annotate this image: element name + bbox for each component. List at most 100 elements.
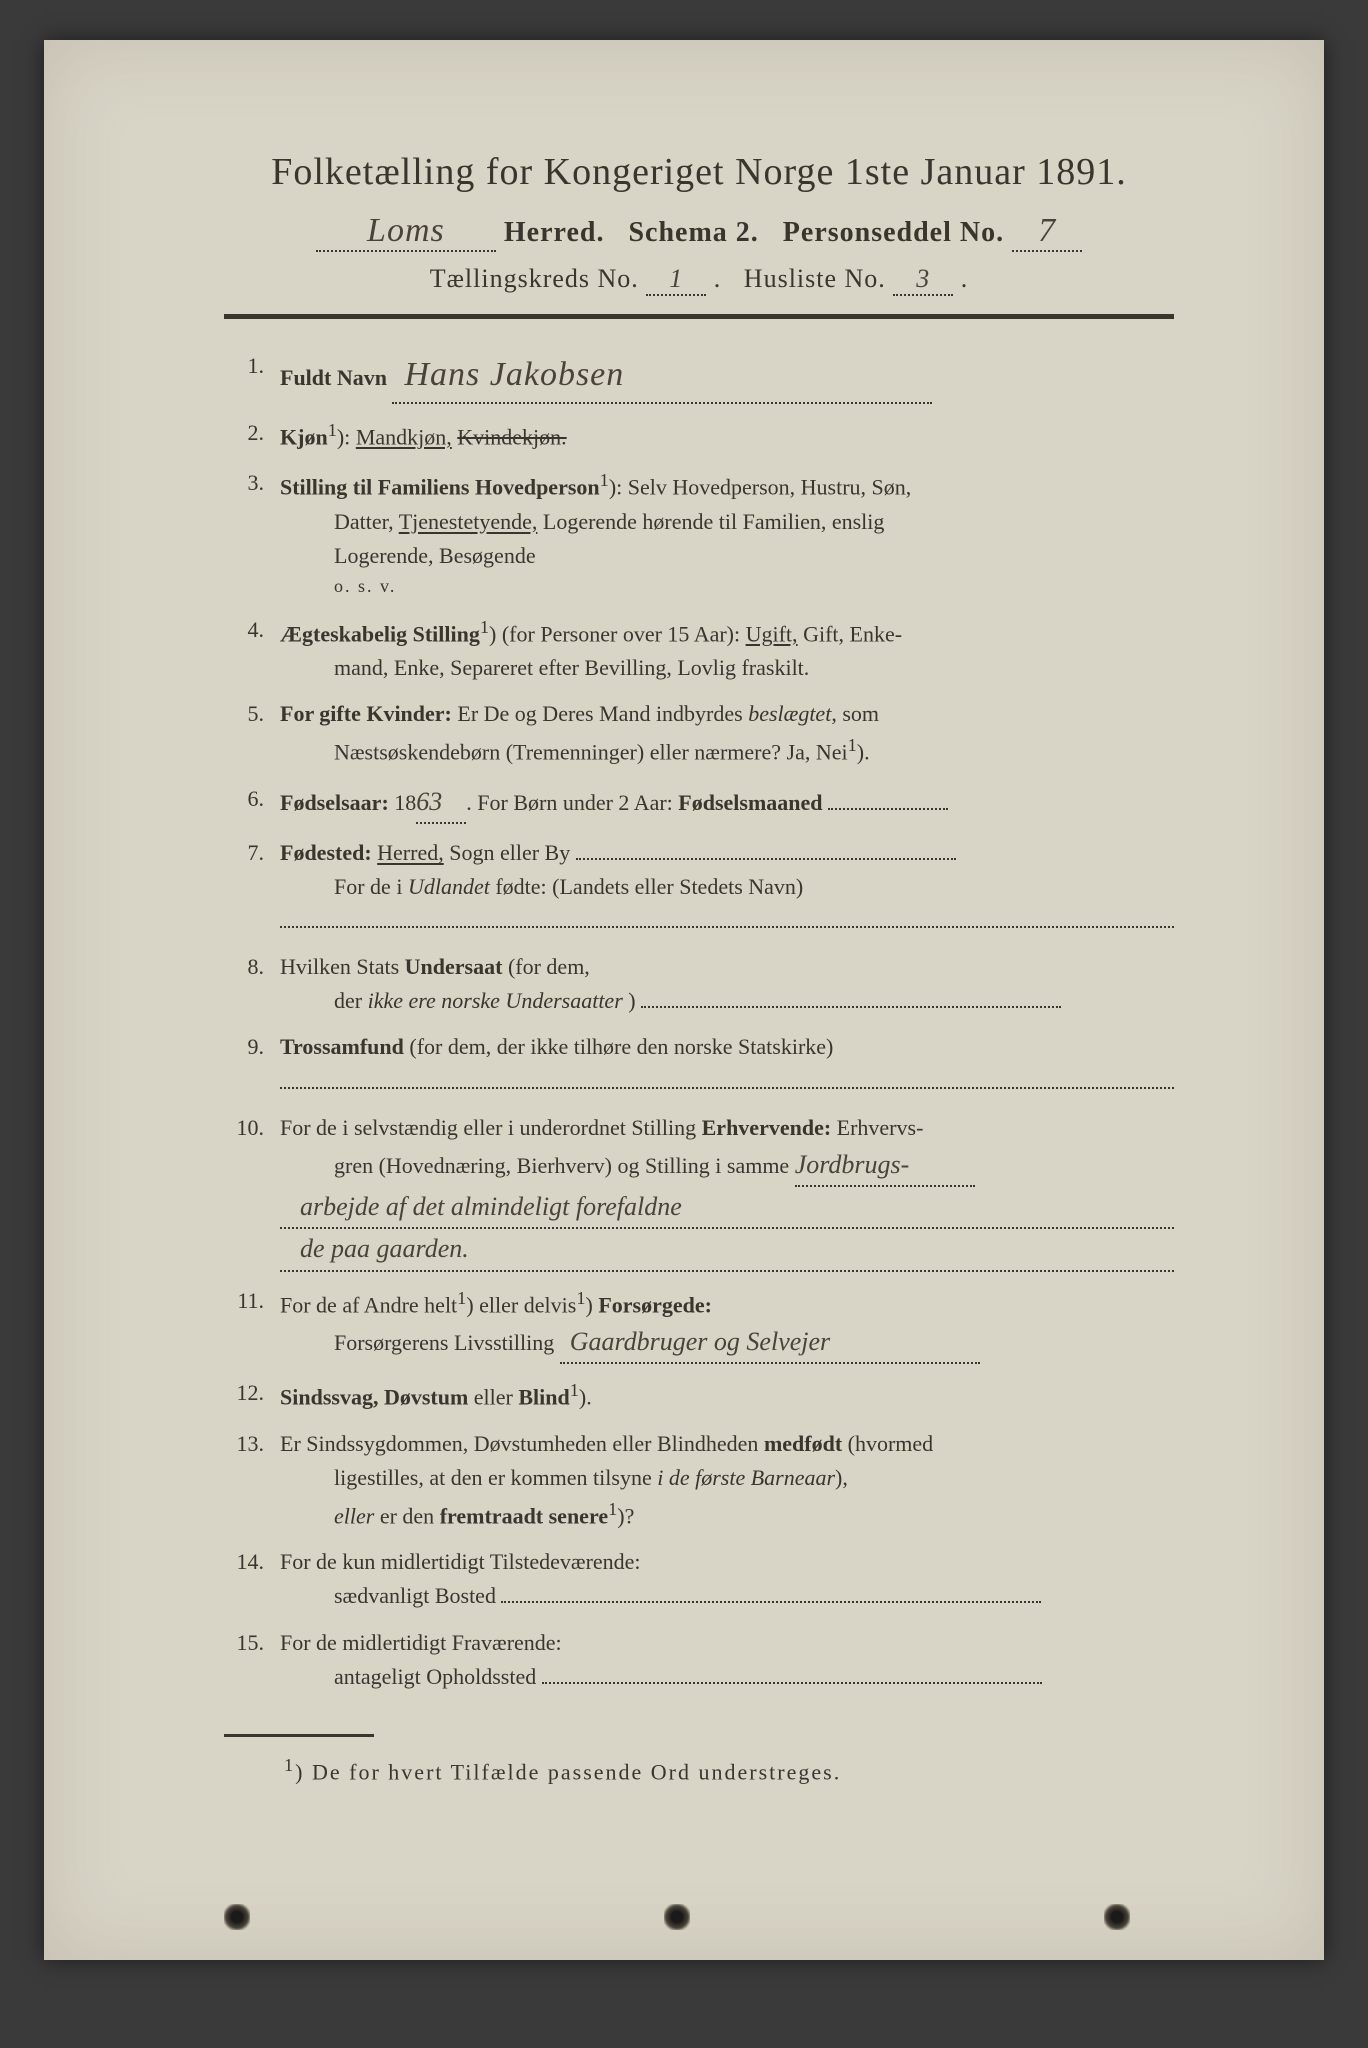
q8-num: 8. <box>224 950 280 984</box>
q5-line2: Næstsøskendebørn (Tremenninger) eller næ… <box>334 740 848 765</box>
q3-row: 3. Stilling til Familiens Hovedperson1):… <box>224 466 1174 601</box>
q2-sup: 1 <box>328 420 337 440</box>
taellingskreds-label: Tællingskreds No. <box>430 264 639 293</box>
q10-row: 10. For de i selvstændig eller i underor… <box>224 1111 1174 1272</box>
q10-text1: For de i selvstændig eller i underordnet… <box>280 1115 702 1140</box>
q2-row: 2. Kjøn1): Mandkjøn, Kvindekjøn. <box>224 416 1174 454</box>
q8-field <box>641 1006 1061 1008</box>
header-rule <box>224 314 1174 319</box>
q7-blank-line <box>280 926 1174 928</box>
punch-hole-icon <box>664 1904 690 1930</box>
q7-ital: Udlandet <box>408 874 490 899</box>
q11-text1: For de af Andre helt <box>280 1292 457 1317</box>
q13-line2a: ligestilles, at den er kommen tilsyne <box>334 1465 657 1490</box>
q2-label: Kjøn <box>280 424 328 449</box>
q12-sup: 1 <box>570 1380 579 1400</box>
q9-text: (for dem, der ikke tilhøre den norske St… <box>409 1034 833 1059</box>
q14-row: 14. For de kun midlertidigt Tilstedevære… <box>224 1545 1174 1613</box>
q2-opt1: Mandkjøn, <box>356 424 452 449</box>
q11-label: Forsørgede: <box>598 1292 712 1317</box>
q6-row: 6. Fødselsaar: 1863. For Børn under 2 Aa… <box>224 782 1174 824</box>
q8-text1: Hvilken Stats <box>280 954 405 979</box>
punch-hole-icon <box>224 1904 250 1930</box>
q15-num: 15. <box>224 1626 280 1660</box>
q11-text2: ) eller delvis <box>466 1292 576 1317</box>
q13-close: )? <box>617 1503 634 1528</box>
q1-row: 1. Fuldt Navn Hans Jakobsen <box>224 349 1174 404</box>
q6-label: Fødselsaar: <box>280 790 394 815</box>
q3-num: 3. <box>224 466 280 500</box>
footnote-rule <box>224 1734 374 1737</box>
q11-sup1: 1 <box>457 1288 466 1308</box>
q11-num: 11. <box>224 1284 280 1318</box>
main-title: Folketælling for Kongeriget Norge 1ste J… <box>224 150 1174 194</box>
q4-rest1: Gift, Enke- <box>798 621 902 646</box>
taellingskreds-value: 1 <box>646 264 706 296</box>
q10-hand1: Jordbrugs- <box>795 1145 975 1187</box>
q6-mid: . For Børn under 2 Aar: <box>466 790 678 815</box>
q13-ital: i de første Barneaar <box>657 1465 835 1490</box>
q10-label: Erhvervende: <box>702 1115 832 1140</box>
personseddel-value: 7 <box>1012 212 1082 252</box>
q15-row: 15. For de midlertidigt Fraværende: anta… <box>224 1626 1174 1694</box>
q11-text3: ) <box>585 1292 598 1317</box>
q3-line4: o. s. v. <box>280 573 1174 601</box>
q3-after: ): Selv Hovedperson, Hustru, Søn, <box>609 474 911 499</box>
census-form-page: Folketælling for Kongeriget Norge 1ste J… <box>44 40 1324 1960</box>
q12-text: eller <box>474 1385 519 1410</box>
q11-hand: Gaardbruger og Selvejer <box>560 1322 980 1364</box>
header-line-1: Loms Herred. Schema 2. Personseddel No. … <box>224 212 1174 252</box>
q5-text1: Er De og Deres Mand indbyrdes <box>457 701 748 726</box>
q8-line2b: ) <box>628 988 635 1013</box>
q9-label: Trossamfund <box>280 1034 404 1059</box>
q6-label2: Fødselsmaaned <box>678 790 822 815</box>
q4-line2: mand, Enke, Separeret efter Bevilling, L… <box>280 651 1174 685</box>
q8-row: 8. Hvilken Stats Undersaat (for dem, der… <box>224 950 1174 1018</box>
q3-tj: Tjenestetyende, <box>399 509 538 534</box>
footnote-text: ) De for hvert Tilfælde passende Ord und… <box>295 1759 841 1784</box>
q4-label: Ægteskabelig Stilling <box>280 621 480 646</box>
q7-row: 7. Fødested: Herred, Sogn eller By For d… <box>224 836 1174 938</box>
q4-ugift: Ugift, <box>746 621 798 646</box>
punch-hole-icon <box>1104 1904 1130 1930</box>
q5-label: For gifte Kvinder: <box>280 701 452 726</box>
q4-row: 4. Ægteskabelig Stilling1) (for Personer… <box>224 613 1174 686</box>
q2-opt2: Kvindekjøn. <box>457 424 566 449</box>
q14-num: 14. <box>224 1545 280 1579</box>
q2-num: 2. <box>224 416 280 450</box>
q11-row: 11. For de af Andre helt1) eller delvis1… <box>224 1284 1174 1365</box>
q10-num: 10. <box>224 1111 280 1145</box>
q10-line2: gren (Hovednæring, Bierhverv) og Stillin… <box>334 1153 789 1178</box>
q13-text2: (hvormed <box>848 1431 934 1456</box>
q4-sup: 1 <box>480 617 489 637</box>
q7-num: 7. <box>224 836 280 870</box>
husliste-value: 3 <box>893 264 953 296</box>
q15-text: For de midlertidigt Fraværende: <box>280 1630 562 1655</box>
q8-text2: (for dem, <box>508 954 590 979</box>
q14-line2: sædvanligt Bosted <box>334 1583 496 1608</box>
q5-close: ). <box>857 740 870 765</box>
footnote-sup: 1 <box>284 1755 295 1775</box>
q10-hand2: arbejde af det almindeligt forefaldne <box>280 1187 1174 1229</box>
q13-row: 13. Er Sindssygdommen, Døvstumheden elle… <box>224 1427 1174 1534</box>
header-line-2: Tællingskreds No. 1 . Husliste No. 3 . <box>224 264 1174 296</box>
q12-num: 12. <box>224 1376 280 1410</box>
herred-label: Herred. <box>504 217 605 248</box>
q7-herred: Herred, <box>377 840 444 865</box>
q15-field <box>542 1682 1042 1684</box>
q10-hand3: de paa gaarden. <box>280 1229 1174 1271</box>
q6-year-value: 63 <box>416 782 466 824</box>
q3-line3: Logerende, Besøgende <box>280 539 1174 573</box>
q5-sup: 1 <box>848 735 857 755</box>
q1-value: Hans Jakobsen <box>392 349 932 404</box>
herred-value: Loms <box>316 212 496 252</box>
q5-num: 5. <box>224 697 280 731</box>
q13-sup: 1 <box>608 1499 617 1519</box>
q5-ital1: beslægtet <box>748 701 831 726</box>
q9-field <box>280 1087 1174 1089</box>
q7-rest: Sogn eller By <box>449 840 570 865</box>
q13-line3a: eller <box>334 1503 374 1528</box>
schema-label: Schema 2. <box>628 217 758 248</box>
q12-row: 12. Sindssvag, Døvstum eller Blind1). <box>224 1376 1174 1414</box>
q5-row: 5. For gifte Kvinder: Er De og Deres Man… <box>224 697 1174 770</box>
